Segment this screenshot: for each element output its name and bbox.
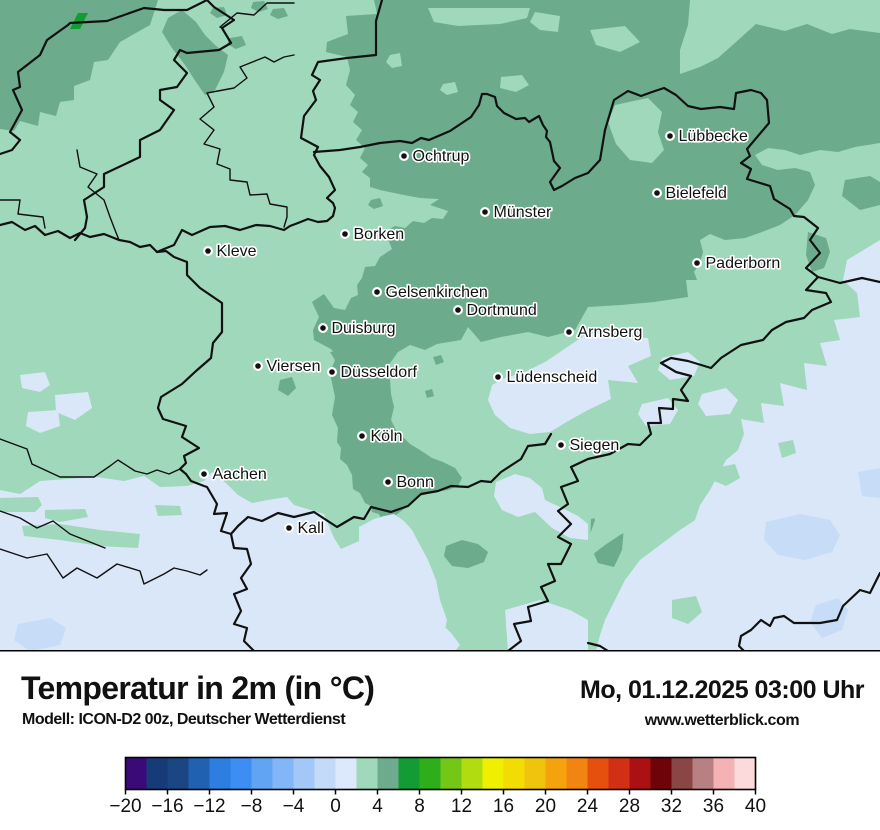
svg-text:−8: −8 (241, 796, 263, 817)
svg-text:12: 12 (451, 796, 472, 817)
svg-text:0: 0 (330, 796, 341, 817)
svg-text:Gelsenkirchen: Gelsenkirchen (386, 284, 488, 301)
svg-text:32: 32 (661, 796, 682, 817)
svg-text:−12: −12 (193, 796, 225, 817)
svg-text:16: 16 (493, 796, 514, 817)
svg-text:www.wetterblick.com: www.wetterblick.com (644, 712, 800, 729)
svg-text:20: 20 (535, 796, 556, 817)
svg-text:40: 40 (745, 796, 766, 817)
svg-text:Arnsberg: Arnsberg (578, 324, 643, 341)
svg-text:−20: −20 (109, 796, 141, 817)
svg-text:Lüdenscheid: Lüdenscheid (507, 369, 598, 386)
svg-text:Bonn: Bonn (397, 474, 434, 491)
svg-text:−4: −4 (283, 796, 305, 817)
svg-text:Ochtrup: Ochtrup (413, 148, 470, 165)
svg-text:Siegen: Siegen (570, 437, 620, 454)
svg-text:Viersen: Viersen (267, 358, 321, 375)
svg-text:Borken: Borken (354, 226, 405, 243)
svg-text:Kall: Kall (298, 520, 325, 537)
svg-text:Temperatur in 2m (in °C): Temperatur in 2m (in °C) (21, 670, 374, 706)
svg-text:Köln: Köln (371, 428, 403, 445)
svg-text:Modell: ICON-D2 00z, Deutscher: Modell: ICON-D2 00z, Deutscher Wetterdie… (22, 711, 346, 728)
svg-text:Duisburg: Duisburg (332, 320, 396, 337)
svg-text:36: 36 (703, 796, 724, 817)
svg-text:Lübbecke: Lübbecke (679, 128, 748, 145)
svg-text:Dortmund: Dortmund (467, 302, 537, 319)
svg-text:Kleve: Kleve (217, 243, 257, 260)
svg-text:Paderborn: Paderborn (706, 255, 781, 272)
svg-text:Mo, 01.12.2025 03:00 Uhr: Mo, 01.12.2025 03:00 Uhr (580, 676, 865, 704)
svg-text:−16: −16 (151, 796, 183, 817)
svg-text:Aachen: Aachen (213, 466, 267, 483)
svg-text:28: 28 (619, 796, 640, 817)
svg-text:Bielefeld: Bielefeld (666, 185, 727, 202)
svg-text:24: 24 (577, 796, 599, 817)
svg-text:4: 4 (372, 796, 383, 817)
svg-text:Düsseldorf: Düsseldorf (341, 364, 418, 381)
svg-text:8: 8 (414, 796, 425, 817)
svg-text:Münster: Münster (494, 204, 552, 221)
